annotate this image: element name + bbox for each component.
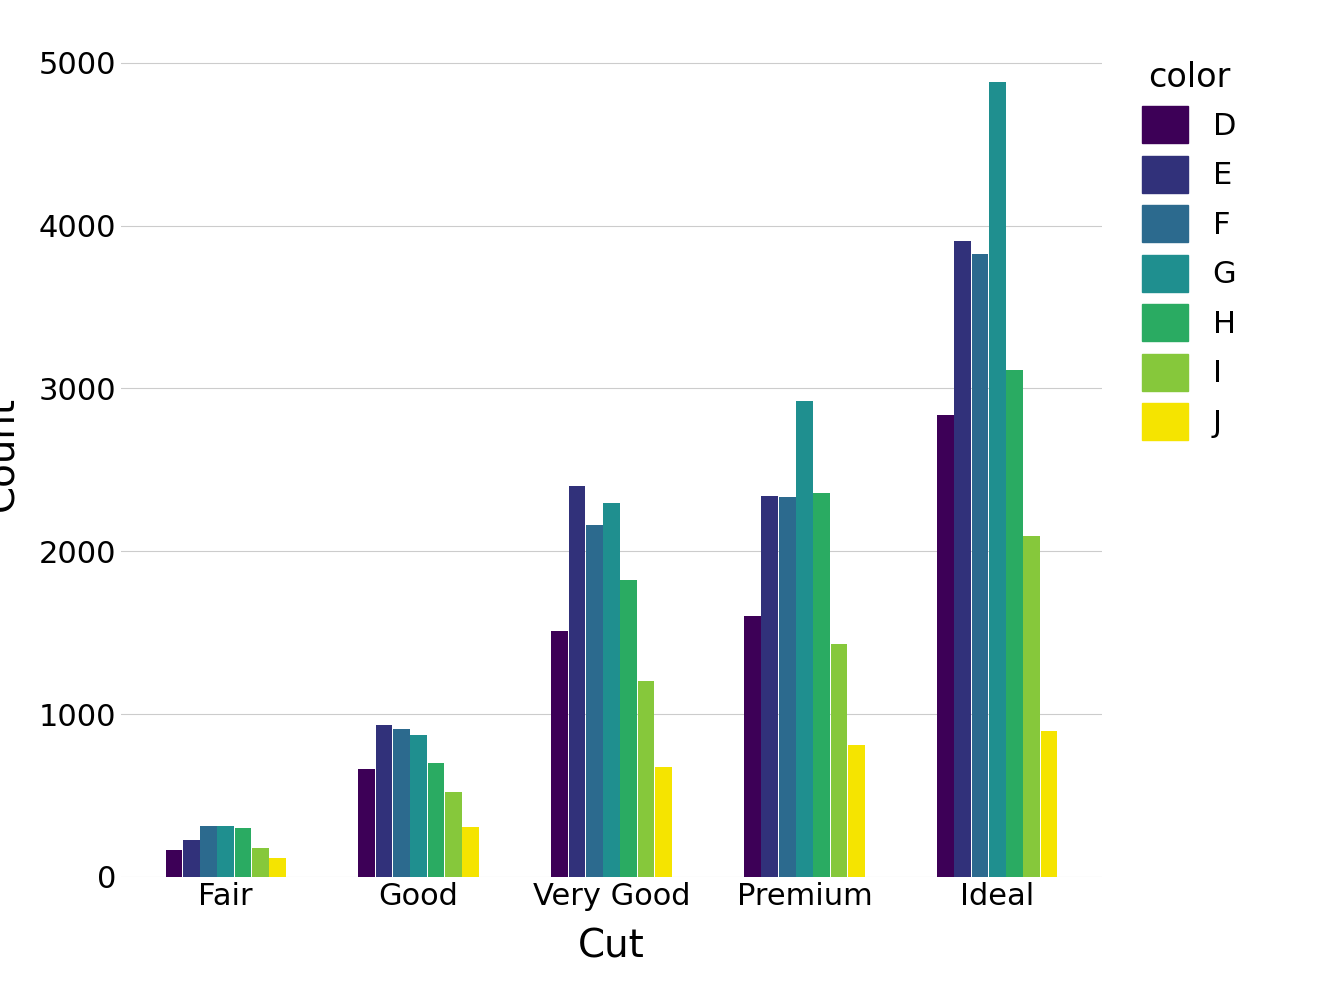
X-axis label: Cut: Cut [578,927,645,966]
Bar [1007,370,1023,877]
Bar [655,766,672,877]
Bar [1023,536,1040,877]
Bar [1040,731,1058,877]
Bar [831,644,847,877]
Bar [954,242,972,877]
Bar [778,497,796,877]
Bar [183,841,200,877]
Bar [621,580,637,877]
Y-axis label: Count: Count [0,396,22,511]
Bar [445,792,461,877]
Bar [427,763,445,877]
Bar [762,496,778,877]
Bar [745,616,761,877]
Bar [218,826,234,877]
Bar [989,82,1005,877]
Bar [235,828,251,877]
Bar [359,769,375,877]
Bar [603,503,620,877]
Bar [376,725,392,877]
Bar [972,254,988,877]
Bar [848,745,864,877]
Bar [392,729,410,877]
Bar [200,827,216,877]
Bar [251,849,269,877]
Bar [462,827,478,877]
Bar [410,735,427,877]
Bar [813,493,831,877]
Bar [269,858,286,877]
Bar [569,486,586,877]
Bar [586,524,602,877]
Bar [796,401,813,877]
Bar [637,681,655,877]
Legend: D, E, F, G, H, I, J: D, E, F, G, H, I, J [1128,45,1251,456]
Bar [937,415,954,877]
Bar [551,631,569,877]
Bar [165,851,183,877]
